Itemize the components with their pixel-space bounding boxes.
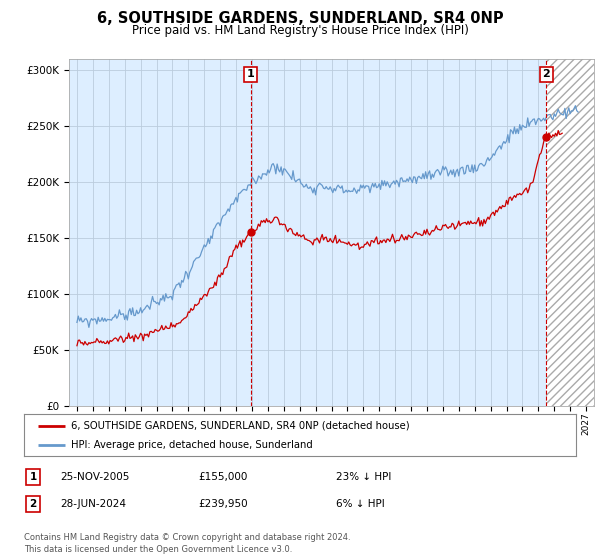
Bar [546, 59, 594, 406]
Text: £155,000: £155,000 [198, 472, 247, 482]
Text: 2: 2 [29, 499, 37, 509]
Text: 1: 1 [247, 69, 254, 79]
Text: £239,950: £239,950 [198, 499, 248, 509]
Text: 6, SOUTHSIDE GARDENS, SUNDERLAND, SR4 0NP (detached house): 6, SOUTHSIDE GARDENS, SUNDERLAND, SR4 0N… [71, 421, 410, 431]
Text: 6% ↓ HPI: 6% ↓ HPI [336, 499, 385, 509]
Text: 1: 1 [29, 472, 37, 482]
Text: Price paid vs. HM Land Registry's House Price Index (HPI): Price paid vs. HM Land Registry's House … [131, 24, 469, 36]
Text: Contains HM Land Registry data © Crown copyright and database right 2024.
This d: Contains HM Land Registry data © Crown c… [24, 533, 350, 554]
Bar [546, 59, 594, 406]
Text: 25-NOV-2005: 25-NOV-2005 [60, 472, 130, 482]
Text: 6, SOUTHSIDE GARDENS, SUNDERLAND, SR4 0NP: 6, SOUTHSIDE GARDENS, SUNDERLAND, SR4 0N… [97, 11, 503, 26]
Text: HPI: Average price, detached house, Sunderland: HPI: Average price, detached house, Sund… [71, 440, 313, 450]
Text: 23% ↓ HPI: 23% ↓ HPI [336, 472, 391, 482]
Text: 28-JUN-2024: 28-JUN-2024 [60, 499, 126, 509]
Text: 2: 2 [542, 69, 550, 79]
